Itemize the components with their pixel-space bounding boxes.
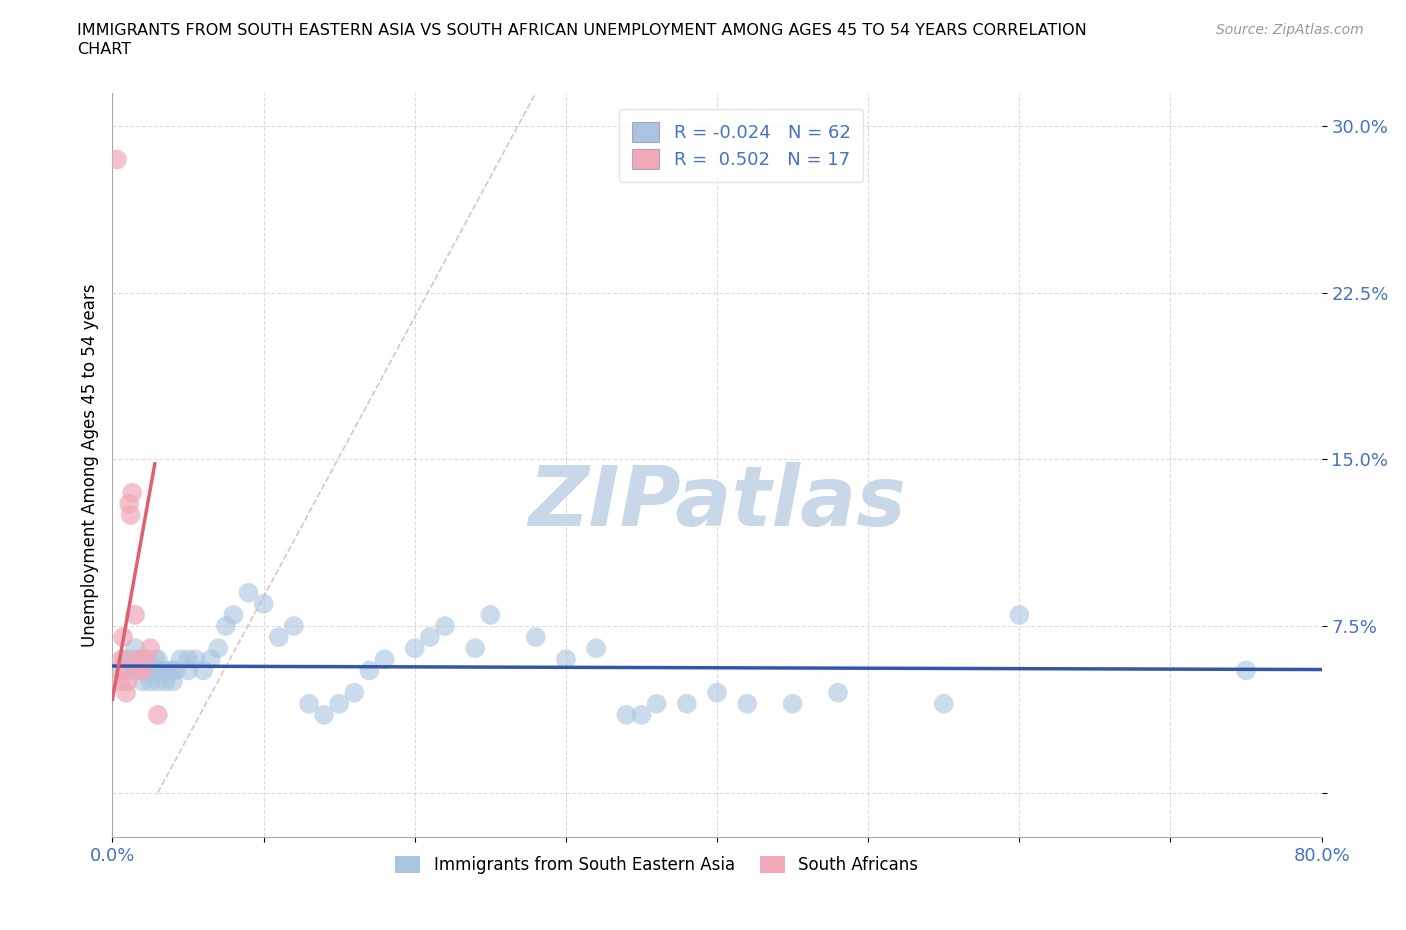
Point (433, 618, 456, 633)
Point (207, 641, 229, 656)
Point (115, 685, 138, 700)
Text: IMMIGRANTS FROM SOUTH EASTERN ASIA VS SOUTH AFRICAN UNEMPLOYMENT AMONG AGES 45 T: IMMIGRANTS FROM SOUTH EASTERN ASIA VS SO… (77, 23, 1087, 38)
Point (165, 663, 187, 678)
Legend: Immigrants from South Eastern Asia, South Africans: Immigrants from South Eastern Asia, Sout… (388, 849, 925, 881)
Point (135, 663, 157, 678)
Point (253, 596, 276, 611)
Point (177, 663, 200, 678)
Point (146, 674, 169, 689)
Point (105, 153, 128, 167)
Point (737, 697, 759, 711)
Point (675, 697, 697, 711)
Point (125, 652, 148, 667)
Point (155, 663, 177, 678)
Point (298, 697, 321, 711)
Point (132, 652, 155, 667)
Point (184, 652, 207, 667)
Point (479, 607, 502, 622)
Point (139, 641, 162, 656)
Point (191, 663, 214, 678)
Point (108, 674, 131, 689)
Point (146, 652, 169, 667)
Point (782, 697, 804, 711)
Point (149, 663, 172, 678)
Point (359, 663, 381, 678)
Point (616, 708, 638, 723)
Point (314, 708, 336, 723)
Point (162, 663, 184, 678)
Point (114, 652, 136, 667)
Point (139, 663, 162, 678)
Point (121, 485, 143, 500)
Point (222, 607, 245, 622)
Point (200, 652, 222, 667)
Point (404, 641, 426, 656)
Text: ZIPatlas: ZIPatlas (529, 461, 905, 543)
Point (124, 607, 146, 622)
Point (112, 630, 135, 644)
Point (108, 663, 131, 678)
Point (585, 641, 607, 656)
Point (146, 708, 169, 723)
Point (177, 652, 200, 667)
Point (155, 674, 177, 689)
Point (135, 652, 157, 667)
Point (120, 652, 142, 667)
Point (143, 652, 166, 667)
Point (374, 652, 396, 667)
Point (110, 652, 132, 667)
Point (419, 630, 441, 644)
Text: Source: ZipAtlas.com: Source: ZipAtlas.com (1216, 23, 1364, 37)
Point (128, 663, 150, 678)
Point (132, 663, 155, 678)
Point (132, 663, 155, 678)
Point (238, 585, 260, 600)
Point (139, 674, 162, 689)
Point (215, 618, 238, 633)
Point (118, 497, 141, 512)
Point (932, 697, 955, 711)
Point (1234, 663, 1257, 678)
Point (159, 663, 181, 678)
Point (124, 663, 146, 678)
Point (524, 630, 547, 644)
Point (114, 663, 136, 678)
Point (267, 630, 290, 644)
Point (124, 641, 146, 656)
Point (645, 697, 668, 711)
Point (554, 652, 576, 667)
Point (169, 652, 191, 667)
Point (464, 641, 486, 656)
Point (827, 685, 849, 700)
Point (343, 685, 366, 700)
Text: CHART: CHART (77, 42, 131, 57)
Point (132, 674, 155, 689)
Point (162, 674, 184, 689)
Point (283, 618, 305, 633)
Y-axis label: Unemployment Among Ages 45 to 54 years: Unemployment Among Ages 45 to 54 years (80, 284, 98, 646)
Point (117, 674, 139, 689)
Point (117, 663, 139, 678)
Point (706, 685, 728, 700)
Point (630, 708, 652, 723)
Point (1008, 607, 1031, 622)
Point (120, 508, 142, 523)
Point (128, 663, 150, 678)
Point (328, 697, 350, 711)
Point (146, 663, 169, 678)
